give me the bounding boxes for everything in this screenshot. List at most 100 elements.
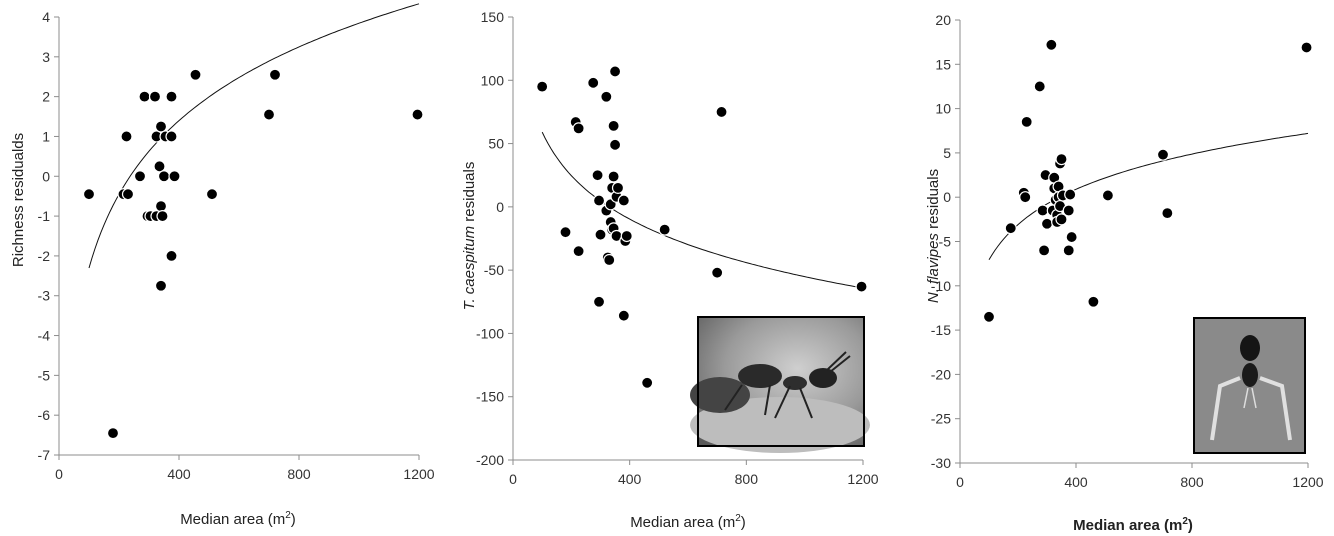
data-point [711,266,724,279]
data-point [1064,188,1077,201]
data-point [536,80,549,93]
y-tick-label: -2 [38,248,51,264]
data-point [1161,207,1174,220]
data-point [157,170,171,183]
y-tick-label: -200 [476,452,504,468]
data-point [982,310,996,323]
x-tick-label: 400 [1064,474,1088,490]
data-point [82,188,96,201]
y-tick-label: 10 [935,101,951,117]
data-point [1087,295,1100,308]
y-tick-label: 50 [488,136,504,152]
y-tick-label: -4 [38,328,51,344]
richness-x-axis-title: Median area (m2) [180,510,296,528]
data-point [592,194,606,207]
y-tick-label: -20 [931,366,951,382]
data-point [1156,148,1170,161]
data-point [608,138,622,151]
data-point [262,108,276,121]
data-point [1040,217,1054,230]
data-point [559,226,572,239]
y-tick-label: 5 [943,145,951,161]
data-point [268,68,282,81]
trendline [88,3,420,269]
data-point [165,130,178,143]
data-point [154,200,168,213]
data-point [153,160,166,173]
trendline [988,132,1309,261]
data-point [411,108,424,121]
data-point [715,105,728,119]
data-point [572,245,585,258]
n-flavipes-x-axis-title: Median area (m2) [1073,516,1193,534]
data-point [1045,38,1058,51]
data-point [617,309,630,322]
data-point [608,65,622,78]
trendline [541,131,864,289]
data-point [148,90,162,103]
data-point [1036,204,1049,217]
y-tick-label: 0 [42,168,50,184]
data-point [1065,230,1078,244]
y-tick-label: -5 [38,367,51,383]
n-flavipes-y-axis-title: N. flavipes residuals [925,169,942,303]
data-point [1055,153,1068,166]
y-tick-label: 0 [496,199,504,215]
data-point [1019,191,1032,204]
data-point [1101,189,1115,202]
data-point [1055,213,1068,226]
ant-photo-t-caespitum [690,316,870,453]
ant-photo-n-flavipes [1193,317,1306,454]
data-point [106,427,120,440]
y-tick-label: 0 [943,189,951,205]
y-tick-label: -5 [939,234,952,250]
x-tick-label: 0 [956,474,964,490]
data-point [165,249,178,263]
data-point [594,228,607,241]
y-tick-label: 3 [42,49,50,65]
n-flavipes-panel: 20 15 10 5 0 -5 -10 -15 -20 -25 -30 0 400 800 1200 [931,12,1324,490]
y-tick-label: 2 [42,89,50,105]
data-point [154,279,168,292]
x-tick-label: 1200 [847,471,878,487]
x-tick-label: 400 [618,471,642,487]
y-tick-label: -10 [931,278,951,294]
t-caespitum-panel: 150 100 50 0 -50 -100 -150 -200 0 400 800 1200 [476,9,879,487]
x-tick-label: 800 [287,466,311,482]
x-tick-label: 1200 [1292,474,1323,490]
y-tick-label: -6 [38,407,51,423]
x-tick-label: 400 [167,466,191,482]
data-point [592,295,606,308]
data-point [641,376,654,389]
x-tick-label: 0 [55,466,63,482]
data-point [138,90,151,103]
y-tick-label: -1 [38,208,51,224]
y-tick-label: 4 [42,9,50,25]
data-point [1037,244,1051,257]
y-tick-label: -3 [38,288,51,304]
data-point [205,188,219,201]
data-point [120,130,133,143]
data-point [607,170,620,183]
data-point [133,170,147,183]
y-tick-label: 20 [935,12,951,28]
y-tick-label: -100 [476,325,504,341]
data-point [121,188,135,201]
data-point [607,119,620,132]
y-tick-label: 15 [935,56,951,72]
data-point [587,76,600,89]
data-point [165,90,178,103]
data-point [154,120,168,133]
y-tick-label: -15 [931,322,951,338]
data-point [1020,115,1033,128]
data-point [189,68,202,81]
data-point [1062,204,1075,217]
data-point [855,280,868,293]
data-point [572,122,585,135]
y-tick-label: -150 [476,389,504,405]
x-tick-label: 800 [735,471,759,487]
data-point [611,181,625,194]
data-point [617,194,630,207]
